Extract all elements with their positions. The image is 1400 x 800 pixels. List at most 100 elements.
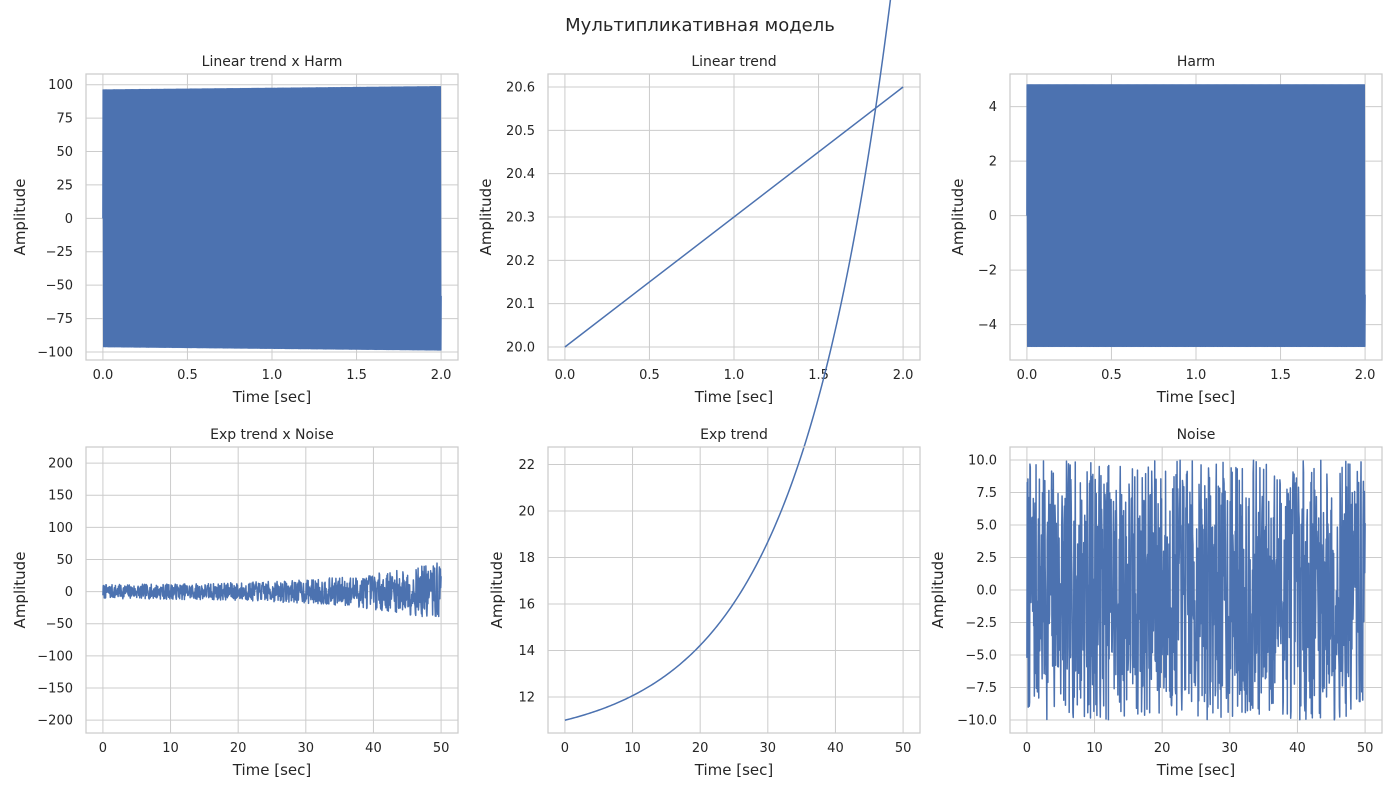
y-tick-label: −10.0 xyxy=(957,714,997,729)
x-tick-label: 20 xyxy=(1154,741,1171,756)
x-tick-label: 0.0 xyxy=(93,368,114,383)
y-tick-label: 20.5 xyxy=(506,124,535,139)
y-tick-label: 12 xyxy=(518,690,535,705)
x-tick-label: 40 xyxy=(1289,741,1306,756)
plot-frame xyxy=(85,446,459,734)
x-axis-label: Time [sec] xyxy=(694,388,773,406)
x-tick-label: 2.0 xyxy=(893,368,914,383)
subplot-harm: 0.0 0.5 1.0 1.5 2.0 −4 −2 0 2 4 Harm Time [sec] Ampl… xyxy=(949,54,1383,406)
y-tick-label: 16 xyxy=(518,597,535,612)
y-tick-label: 50 xyxy=(56,145,73,160)
y-tick-label: 150 xyxy=(48,489,73,504)
x-tick-label: 0.0 xyxy=(555,368,576,383)
plot-frame xyxy=(1009,73,1383,361)
y-tick-label: 2.5 xyxy=(976,551,997,566)
y-tick-label: −100 xyxy=(37,345,73,360)
subplot-title: Exp trend x Noise xyxy=(210,427,334,443)
y-tick-label: −75 xyxy=(46,312,73,327)
x-tick-label: 0 xyxy=(1023,741,1031,756)
y-axis-label: Amplitude xyxy=(11,552,29,629)
y-tick-label: −2.5 xyxy=(965,616,997,631)
x-tick-label: 30 xyxy=(1222,741,1239,756)
y-tick-label: 200 xyxy=(48,457,73,472)
subplot-grid: 0.0 0.5 1.0 1.5 2.0−100−75−50−250255075100Li… xyxy=(11,0,1383,779)
y-tick-label: 0 xyxy=(989,209,997,224)
x-axis-label: Time [sec] xyxy=(1156,388,1235,406)
y-tick-label: 10.0 xyxy=(968,454,997,469)
figure-suptitle: Мультипликативная модель xyxy=(565,15,835,36)
y-tick-label: 2 xyxy=(989,155,997,170)
x-tick-label: 2.0 xyxy=(1355,368,1376,383)
y-tick-label: 0.0 xyxy=(976,584,997,599)
series-line-exp-trend xyxy=(564,0,892,721)
plot-frame xyxy=(547,446,921,734)
x-tick-label: 50 xyxy=(1357,741,1374,756)
x-tick-label: 0 xyxy=(99,741,107,756)
y-tick-label: −50 xyxy=(46,617,73,632)
subplot-exp-trend-x-noise: 0 10 20 30 40 50 −200 −150 −100 −50 0 50 100 150 200 Ex… xyxy=(11,427,459,779)
x-tick-label: 0.5 xyxy=(639,368,660,383)
y-tick-label: −2 xyxy=(978,264,997,279)
y-tick-label: 100 xyxy=(48,521,73,536)
x-tick-label: 1.0 xyxy=(724,368,745,383)
x-tick-label: 1.0 xyxy=(1186,368,1207,383)
y-tick-label: 18 xyxy=(518,551,535,566)
y-tick-label: 75 xyxy=(56,112,73,127)
x-tick-label: 20 xyxy=(692,741,709,756)
x-tick-label: 0 xyxy=(561,741,569,756)
y-tick-label: −100 xyxy=(37,649,73,664)
x-tick-label: 0.5 xyxy=(177,368,198,383)
y-axis-label: Amplitude xyxy=(477,179,495,256)
y-tick-label: −200 xyxy=(37,714,73,729)
y-tick-label: 0 xyxy=(65,585,73,600)
x-tick-label: 0.0 xyxy=(1017,368,1038,383)
y-tick-label: 22 xyxy=(518,458,535,473)
series-line-linear-trend xyxy=(564,86,904,348)
y-tick-label: 0 xyxy=(65,212,73,227)
x-axis-label: Time [sec] xyxy=(694,761,773,779)
y-tick-label: 100 xyxy=(48,78,73,93)
y-tick-label: 20.2 xyxy=(506,254,535,269)
series-line-linear-trend-x-harm xyxy=(102,85,442,351)
subplot-noise: 0 10 20 30 40 50 −10.0 −7.5 −5.0 −2.5 0.0 2.5 5.0 7.5… xyxy=(929,427,1383,779)
series-line-harm xyxy=(1026,84,1366,348)
x-axis-label: Time [sec] xyxy=(232,761,311,779)
x-axis-label: Time [sec] xyxy=(232,388,311,406)
x-tick-label: 10 xyxy=(162,741,179,756)
y-tick-label: −4 xyxy=(978,318,997,333)
plot-frame xyxy=(1009,446,1383,734)
y-tick-label: 14 xyxy=(518,644,535,659)
x-tick-label: 30 xyxy=(298,741,315,756)
x-tick-label: 40 xyxy=(827,741,844,756)
y-tick-label: 25 xyxy=(56,178,73,193)
x-tick-label: 50 xyxy=(433,741,450,756)
series-line-exp-trend-x-noise xyxy=(102,562,442,618)
plot-frame xyxy=(85,73,459,361)
subplot-linear-trend: 0.0 0.5 1.0 1.5 2.020.020.120.220.320.420.52… xyxy=(477,54,921,406)
y-tick-label: 50 xyxy=(56,553,73,568)
x-tick-label: 2.0 xyxy=(431,368,452,383)
x-tick-label: 40 xyxy=(365,741,382,756)
y-tick-label: 7.5 xyxy=(976,486,997,501)
subplot-title: Linear trend x Harm xyxy=(202,54,343,70)
y-axis-label: Amplitude xyxy=(949,179,967,256)
plot-frame xyxy=(547,73,921,361)
series-line-noise xyxy=(1026,459,1366,721)
subplot-title: Linear trend xyxy=(691,54,776,70)
y-tick-label: −5.0 xyxy=(965,649,997,664)
y-tick-label: 20.0 xyxy=(506,341,535,356)
y-tick-label: 20.4 xyxy=(506,167,535,182)
x-tick-label: 20 xyxy=(230,741,247,756)
y-tick-label: −25 xyxy=(46,245,73,260)
x-tick-label: 1.5 xyxy=(346,368,367,383)
subplot-linear-trend-x-harm: 0.0 0.5 1.0 1.5 2.0 −100 −75 −50 −25 0 25 50 75 100 Li… xyxy=(11,54,459,406)
x-tick-label: 10 xyxy=(624,741,641,756)
y-tick-label: 20 xyxy=(518,504,535,519)
y-tick-label: 20.3 xyxy=(506,211,535,226)
y-tick-label: 20.6 xyxy=(506,81,535,96)
subplot-title: Noise xyxy=(1177,427,1216,443)
subplot-title: Harm xyxy=(1177,54,1215,70)
x-tick-label: 1.5 xyxy=(1270,368,1291,383)
x-tick-label: 30 xyxy=(760,741,777,756)
y-axis-label: Amplitude xyxy=(488,552,506,629)
